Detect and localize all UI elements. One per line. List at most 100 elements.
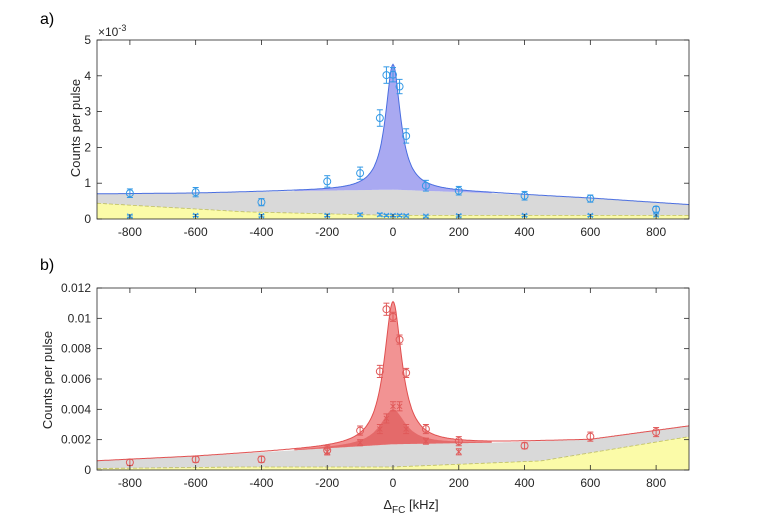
marker-circle (356, 169, 365, 178)
data-point-circle (375, 364, 384, 378)
marker-x (403, 212, 410, 219)
data-point-circle (125, 188, 134, 199)
marker-circle (520, 191, 529, 200)
marker-x (423, 213, 429, 219)
marker-x (390, 403, 396, 410)
data-point-circle (586, 194, 595, 203)
marker-circle (356, 426, 365, 435)
x-tick-label: 400 (515, 225, 535, 239)
data-point-circle (356, 425, 365, 436)
data-point-circle (389, 311, 397, 322)
data-point-x (324, 448, 331, 456)
data-point-circle (652, 205, 661, 214)
marker-x (357, 211, 363, 218)
y-tick-label: 0.012 (61, 281, 91, 295)
panel-b-xlabel: ΔFC [kHz] (383, 497, 438, 516)
y-tick-label: 5 (84, 33, 91, 47)
data-point-x (376, 211, 383, 218)
marker-circle (586, 194, 595, 203)
x-tick-label: 0 (390, 225, 397, 239)
marker-circle (375, 114, 384, 123)
data-point-x (396, 401, 403, 412)
x-tick-label: -800 (118, 225, 142, 239)
marker-x (423, 438, 429, 445)
marker-circle (395, 82, 404, 91)
data-point-circle (389, 67, 397, 83)
data-point-circle (323, 175, 332, 188)
x-tick-label: 600 (580, 225, 600, 239)
data-point-x (403, 212, 410, 219)
panel-a-exponent: ×10-3 (98, 23, 126, 39)
x-tick-label: -800 (118, 476, 142, 490)
marker-circle (402, 368, 411, 377)
data-point-x (383, 212, 390, 219)
data-point-circle (402, 128, 411, 144)
panel-a-plot: -800 -600 -400 -200 0 200 400 600 800 0 1 2 3 4 5 (84, 33, 690, 239)
data-point-circle (191, 186, 200, 198)
data-point-x (376, 424, 383, 435)
x-tick-label: -600 (184, 476, 208, 490)
x-tick-label: 0 (390, 476, 397, 490)
y-tick-label: 2 (84, 140, 91, 154)
data-point-circle (382, 66, 391, 84)
x-tick-label: 200 (449, 476, 469, 490)
marker-x (376, 426, 383, 432)
y-tick-label: 0.01 (68, 311, 92, 325)
data-point-x (357, 211, 364, 218)
data-point-circle (652, 427, 661, 438)
panel-b-xlabel-sub: FC (392, 505, 405, 516)
data-point-x (455, 448, 462, 456)
data-point-circle (257, 198, 266, 207)
y-tick-label: 0 (84, 212, 91, 226)
noise-band (97, 203, 689, 219)
data-point-x (422, 213, 429, 219)
data-point-circle (257, 455, 266, 464)
y-tick-label: 3 (84, 105, 91, 119)
x-tick-label: -400 (249, 225, 273, 239)
data-point-circle (421, 179, 430, 192)
marker-circle (454, 437, 463, 446)
panel-a-ylabel: Counts per pulse (68, 79, 83, 177)
data-point-x (422, 437, 429, 445)
marker-x (383, 415, 390, 422)
marker-circle (257, 198, 266, 207)
data-point-circle (395, 78, 404, 95)
data-point-circle (191, 455, 200, 464)
marker-circle (421, 181, 430, 190)
panel-a-label: a) (40, 11, 54, 28)
y-tick-label: 4 (84, 69, 91, 83)
data-point-circle (586, 431, 595, 442)
data-point-circle (454, 185, 463, 196)
data-point-circle (520, 441, 529, 450)
panel-b-ylabel: Counts per pulse (40, 331, 55, 429)
marker-circle (652, 428, 661, 437)
marker-circle (389, 312, 397, 321)
marker-circle (586, 432, 595, 441)
data-point-x (357, 439, 364, 447)
data-point-circle (454, 436, 463, 447)
data-point-circle (395, 334, 404, 345)
marker-x (376, 211, 383, 218)
x-tick-label: 400 (515, 476, 535, 490)
marker-circle (520, 441, 529, 450)
x-tick-label: -600 (184, 225, 208, 239)
x-tick-label: -400 (249, 476, 273, 490)
x-tick-label: 800 (646, 476, 666, 490)
y-tick-label: 0.008 (61, 342, 91, 356)
data-point-circle (382, 302, 391, 316)
y-tick-label: 1 (84, 176, 91, 190)
y-tick-label: 0.006 (61, 372, 91, 386)
signal-peak-fill (294, 64, 492, 194)
background-band (97, 189, 689, 216)
marker-circle (652, 205, 661, 214)
marker-x (383, 212, 390, 219)
data-point-circle (375, 109, 384, 127)
marker-circle (375, 367, 384, 376)
marker-circle (191, 455, 200, 464)
data-point-x (383, 413, 390, 424)
y-tick-label: 0.004 (61, 402, 91, 416)
marker-circle (382, 305, 391, 314)
panel-b-label: b) (40, 257, 54, 274)
inner-peak-fill (294, 409, 492, 451)
marker-x (455, 448, 462, 455)
